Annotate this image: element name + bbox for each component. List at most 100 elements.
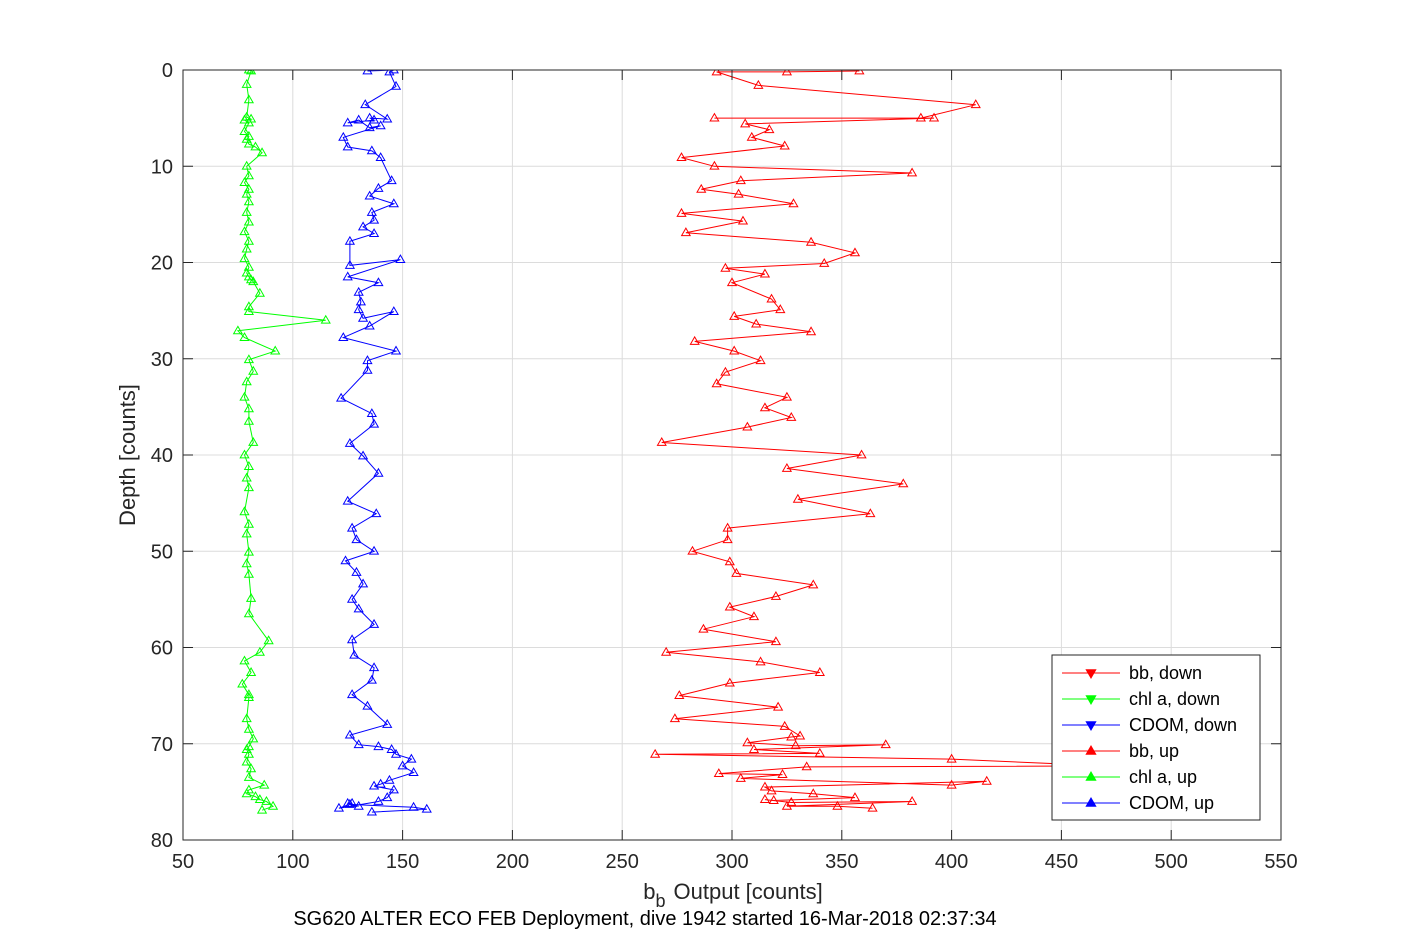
data-point xyxy=(256,804,268,814)
legend-marker-icon xyxy=(1085,695,1097,706)
x-tick-label: 250 xyxy=(606,851,639,873)
data-point xyxy=(346,593,358,603)
data-point xyxy=(849,247,861,257)
data-point xyxy=(713,768,724,778)
data-point xyxy=(362,700,373,710)
data-point xyxy=(239,114,250,124)
data-point xyxy=(742,421,753,431)
data-point xyxy=(342,495,353,505)
y-tick-label: 40 xyxy=(151,445,173,467)
data-point xyxy=(245,274,257,284)
data-point xyxy=(344,729,356,739)
data-point xyxy=(243,723,255,733)
data-point xyxy=(751,318,762,328)
data-point xyxy=(239,126,250,136)
data-point xyxy=(241,788,252,798)
data-point xyxy=(344,798,356,808)
x-axis-title-symbol: b xyxy=(643,879,655,904)
data-point xyxy=(772,701,784,711)
series-cdom-up xyxy=(333,70,432,816)
data-point xyxy=(906,167,918,177)
data-point xyxy=(832,800,843,810)
data-point xyxy=(733,188,744,198)
data-point xyxy=(353,286,364,296)
data-point xyxy=(368,618,380,628)
legend-item-cdom-down: CDOM, down xyxy=(1062,715,1237,735)
data-point xyxy=(856,449,867,459)
data-point xyxy=(243,354,255,364)
data-point xyxy=(764,124,775,134)
data-point xyxy=(368,228,380,238)
y-tick-label: 60 xyxy=(151,638,173,660)
data-point xyxy=(755,656,766,666)
data-point xyxy=(353,304,364,314)
data-point xyxy=(241,243,252,253)
data-point xyxy=(775,304,786,314)
data-point xyxy=(342,797,353,807)
data-point xyxy=(338,332,349,341)
data-point xyxy=(724,556,735,566)
data-point xyxy=(239,391,250,401)
data-point xyxy=(243,261,255,271)
data-point xyxy=(357,221,369,231)
data-point xyxy=(777,769,788,778)
data-point xyxy=(970,99,981,109)
data-point xyxy=(333,802,345,812)
data-point xyxy=(768,795,779,804)
data-point xyxy=(239,506,250,516)
data-point xyxy=(805,326,817,336)
x-tick-label: 450 xyxy=(1045,851,1078,873)
legend-label: chl a, up xyxy=(1129,767,1197,787)
data-point xyxy=(865,508,876,518)
data-point xyxy=(243,415,255,425)
data-point xyxy=(368,418,380,428)
data-point xyxy=(373,277,384,287)
data-point xyxy=(814,667,825,676)
legend-label: bb, down xyxy=(1129,663,1202,683)
data-point xyxy=(245,763,257,773)
y-tick-label: 30 xyxy=(151,349,173,371)
data-point xyxy=(346,634,358,644)
data-point xyxy=(898,478,909,488)
data-point xyxy=(243,771,255,781)
data-point xyxy=(250,141,261,151)
data-point xyxy=(250,791,261,801)
data-point xyxy=(254,646,265,656)
data-point xyxy=(353,603,364,613)
legend-marker-icon xyxy=(1085,669,1097,680)
data-point xyxy=(340,555,351,565)
x-tick-label: 350 xyxy=(825,851,858,873)
data-point xyxy=(981,775,992,785)
y-tick-label: 70 xyxy=(151,734,173,756)
data-point xyxy=(368,780,380,790)
data-point xyxy=(353,800,364,810)
data-point xyxy=(388,70,399,74)
data-point xyxy=(755,355,766,365)
data-point xyxy=(342,271,353,281)
data-point xyxy=(320,314,331,324)
data-point xyxy=(373,795,384,805)
data-point xyxy=(375,152,386,162)
legend-marker-icon xyxy=(1085,770,1097,781)
data-point xyxy=(388,784,399,794)
data-point xyxy=(342,141,353,151)
data-point xyxy=(368,214,380,224)
data-point xyxy=(239,449,250,459)
data-point xyxy=(388,198,399,208)
data-point xyxy=(248,436,259,446)
data-point xyxy=(421,803,432,813)
data-point xyxy=(241,160,252,170)
data-point xyxy=(722,522,733,532)
data-point xyxy=(241,528,252,538)
data-point xyxy=(388,306,399,316)
x-tick-label: 500 xyxy=(1155,851,1188,873)
data-point xyxy=(241,558,252,568)
legend-box xyxy=(1051,654,1261,821)
data-point xyxy=(689,335,700,345)
data-point xyxy=(808,579,819,589)
data-point xyxy=(880,739,891,749)
y-tick-label: 10 xyxy=(151,156,173,178)
x-axis-title-text: Output [counts] xyxy=(674,879,823,904)
data-point xyxy=(724,677,735,687)
